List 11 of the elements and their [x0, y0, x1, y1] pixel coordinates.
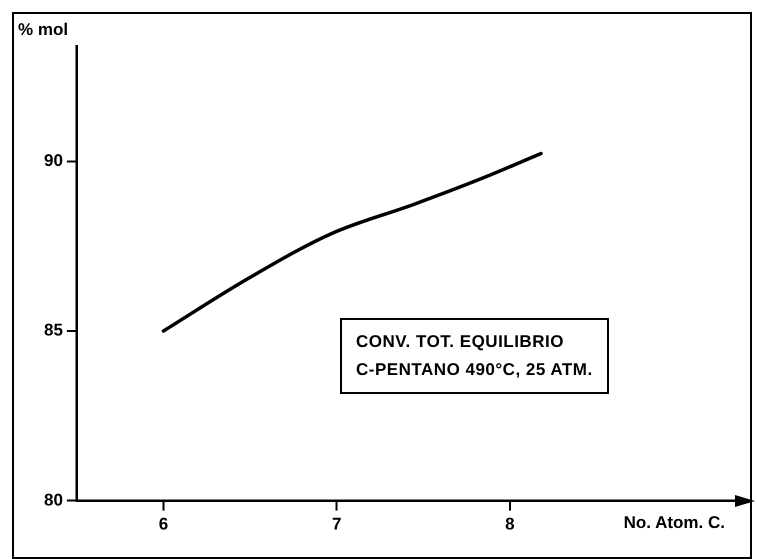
y-tick-label: 80	[44, 490, 63, 510]
x-axis-title: No. Atom. C.	[624, 512, 725, 532]
x-tick-label: 7	[332, 514, 342, 534]
y-tick-label: 85	[44, 320, 63, 340]
annotation: C-PENTANO 490°C, 25 ATM.	[356, 359, 593, 381]
x-tick-label: 8	[505, 514, 515, 534]
y-axis-title: % mol	[18, 20, 68, 40]
y-tick-label: 90	[44, 151, 63, 170]
x-tick-label: 6	[158, 514, 168, 534]
annotation: CONV. TOT. EQUILIBRIO	[356, 331, 565, 353]
line-series	[162, 152, 543, 333]
